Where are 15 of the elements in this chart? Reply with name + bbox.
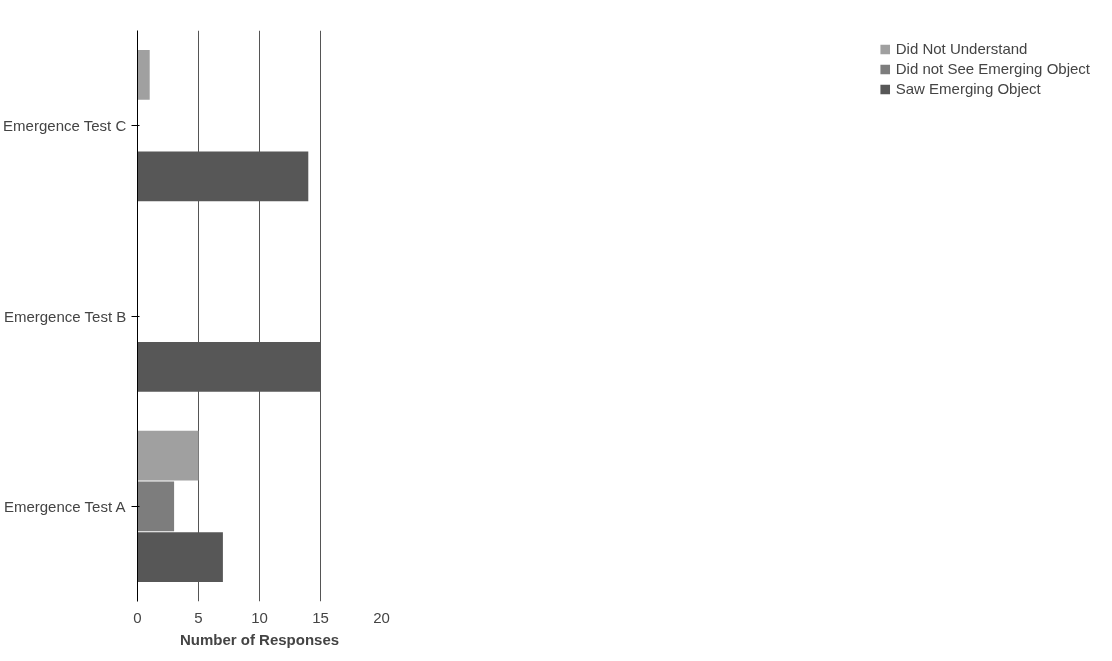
bar	[137, 481, 175, 532]
bar	[137, 50, 150, 100]
x-tick-label: 20	[373, 608, 390, 626]
y-tick-label: Emergence Test C	[3, 117, 127, 135]
x-tick-label: 0	[133, 608, 142, 626]
x-tick-label: 10	[251, 608, 268, 626]
legend-label: Did Not Understand	[895, 40, 1028, 57]
y-tick-label: Emergence Test B	[3, 307, 127, 325]
legend-label: Did not See Emerging Object	[895, 60, 1090, 77]
x-axis-title: Number of Responses	[179, 630, 340, 648]
x-tick-label: 5	[194, 608, 203, 626]
y-tick-label: Emergence Test A	[3, 497, 126, 515]
legend-label: Saw Emerging Object	[895, 80, 1041, 97]
bar	[137, 430, 199, 481]
x-tick-label: 15	[312, 608, 329, 626]
